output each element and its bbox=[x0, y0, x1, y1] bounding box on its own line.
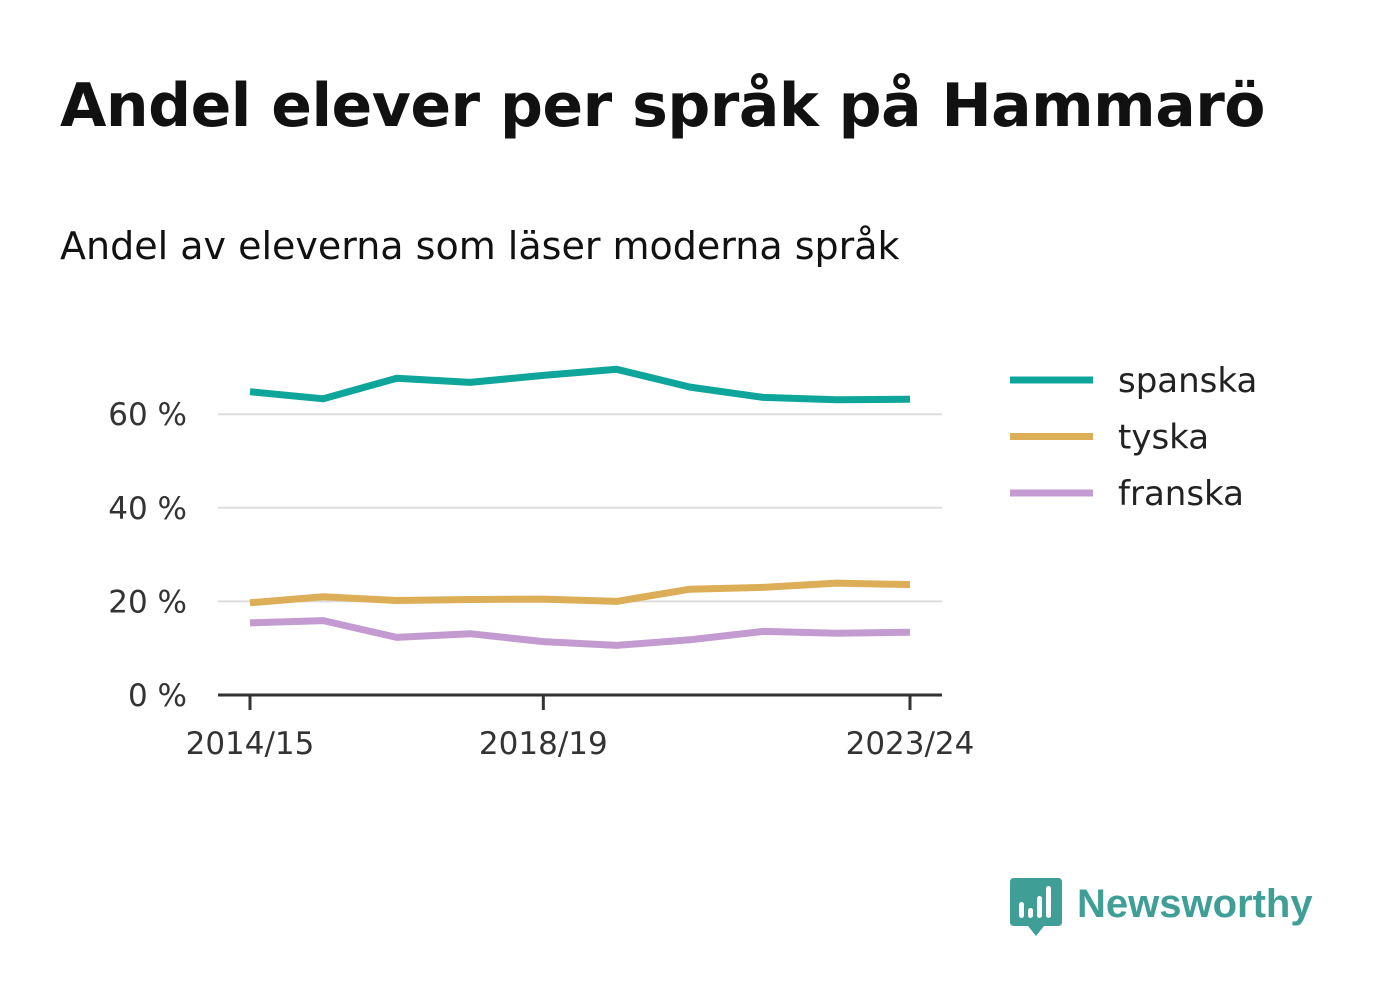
legend-label-tyska: tyska bbox=[1118, 418, 1209, 458]
x-axis-labels: 2014/15 2018/19 2023/24 bbox=[186, 726, 975, 762]
series-line-spanska bbox=[249, 365, 911, 404]
y-tick-label: 20 % bbox=[108, 584, 187, 620]
legend-label-spanska: spanska bbox=[1118, 361, 1257, 401]
grid-lines bbox=[218, 413, 942, 603]
series-line-franska bbox=[249, 617, 911, 649]
chart-subtitle: Andel av eleverna som läser moderna språ… bbox=[60, 224, 900, 268]
series-line-tyska bbox=[249, 579, 911, 607]
x-axis bbox=[218, 693, 942, 710]
series-lines bbox=[249, 365, 911, 649]
x-tick-label: 2018/19 bbox=[479, 726, 608, 762]
y-tick-label: 0 % bbox=[128, 678, 187, 714]
y-axis-labels: 0 % 20 % 40 % 60 % bbox=[108, 397, 187, 714]
chart-title: Andel elever per språk på Hammarö bbox=[60, 71, 1266, 141]
brand-logo: Newsworthy bbox=[1010, 878, 1313, 940]
x-tick-label: 2023/24 bbox=[846, 726, 975, 762]
newsworthy-logo-icon bbox=[1010, 878, 1062, 936]
legend: spanska tyska franska bbox=[1010, 361, 1257, 514]
brand-name: Newsworthy bbox=[1077, 882, 1313, 926]
legend-label-franska: franska bbox=[1118, 474, 1244, 514]
y-tick-label: 40 % bbox=[108, 491, 187, 527]
x-tick-label: 2014/15 bbox=[186, 726, 315, 762]
y-tick-label: 60 % bbox=[108, 397, 187, 433]
